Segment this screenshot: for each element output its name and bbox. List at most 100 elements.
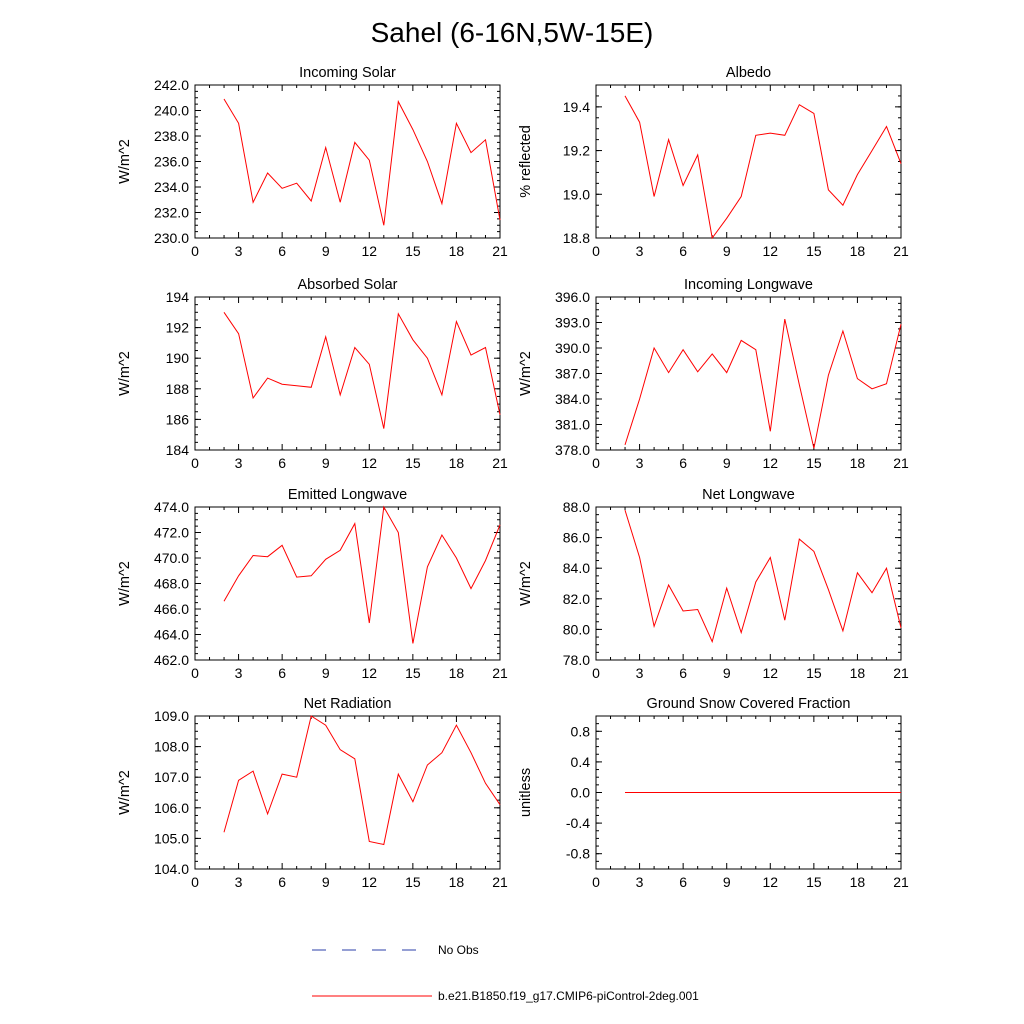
x-tick-label: 15 — [405, 455, 421, 471]
x-tick-label: 18 — [850, 874, 866, 890]
x-tick-label: 0 — [191, 455, 199, 471]
x-tick-label: 6 — [679, 243, 687, 259]
legend-label-no-obs: No Obs — [438, 943, 479, 957]
x-tick-label: 3 — [636, 243, 644, 259]
y-tick-label: 84.0 — [563, 560, 590, 576]
x-tick-label: 6 — [278, 665, 286, 681]
panel-absorbed-solar: 0 3 6 9 12 15 18 21 184 186 188 190 192 194 Absorbed S… — [117, 277, 508, 471]
series-line — [223, 98, 501, 226]
x-tick-label: 3 — [235, 665, 243, 681]
x-tick-label: 21 — [893, 874, 909, 890]
y-tick-label: 234.0 — [154, 179, 189, 195]
y-axis-label: W/m^2 — [117, 139, 133, 184]
panel-ground-snow-covered-fraction: 0 3 6 9 12 15 18 21 -0.8 -0.4 0.0 0.4 0.8 Ground Snow… — [518, 696, 909, 890]
y-tick-label: 108.0 — [154, 739, 189, 755]
x-tick-label: 0 — [592, 243, 600, 259]
x-tick-label: 6 — [278, 874, 286, 890]
panel-title: Incoming Solar — [299, 65, 396, 81]
panel-title: Ground Snow Covered Fraction — [647, 696, 851, 712]
panel-title: Albedo — [726, 65, 771, 81]
x-tick-label: 21 — [492, 665, 508, 681]
panel-title: Incoming Longwave — [684, 277, 813, 293]
y-tick-label: 0.4 — [571, 754, 591, 770]
plot-frame — [194, 715, 501, 870]
series-line — [223, 715, 501, 846]
y-tick-label: -0.8 — [566, 846, 590, 862]
y-tick-label: 236.0 — [154, 154, 189, 170]
y-axis-label: W/m^2 — [117, 351, 133, 396]
x-tick-label: 6 — [679, 665, 687, 681]
x-tick-label: 9 — [723, 243, 731, 259]
x-tick-label: 15 — [405, 665, 421, 681]
panel-title: Absorbed Solar — [298, 277, 398, 293]
y-tick-label: 107.0 — [154, 769, 189, 785]
x-tick-label: 0 — [592, 665, 600, 681]
y-tick-label: 470.0 — [154, 550, 189, 566]
y-tick-label: 230.0 — [154, 230, 189, 246]
y-tick-label: 80.0 — [563, 621, 590, 637]
y-tick-label: 188 — [166, 381, 190, 397]
y-tick-label: 19.0 — [563, 186, 590, 202]
plot-frame — [194, 506, 501, 661]
x-tick-label: 12 — [762, 874, 778, 890]
y-tick-label: 393.0 — [555, 315, 590, 331]
y-axis-label: W/m^2 — [117, 561, 133, 606]
x-tick-label: 0 — [592, 455, 600, 471]
y-tick-label: 18.8 — [563, 230, 590, 246]
plot-frame — [194, 84, 501, 239]
y-tick-label: 104.0 — [154, 861, 189, 877]
x-tick-label: 3 — [636, 455, 644, 471]
x-tick-label: 0 — [191, 874, 199, 890]
y-tick-label: 194 — [166, 289, 190, 305]
series-line — [624, 95, 902, 240]
x-tick-label: 18 — [449, 665, 465, 681]
y-tick-label: 86.0 — [563, 530, 590, 546]
y-tick-label: 0.8 — [571, 723, 591, 739]
y-tick-label: 378.0 — [555, 442, 590, 458]
x-tick-label: 12 — [762, 243, 778, 259]
x-tick-label: 15 — [806, 874, 822, 890]
panel-title: Net Radiation — [304, 696, 392, 712]
y-tick-label: -0.4 — [566, 815, 590, 831]
x-tick-label: 0 — [191, 665, 199, 681]
y-tick-label: 240.0 — [154, 103, 189, 119]
y-tick-label: 381.0 — [555, 417, 590, 433]
x-tick-label: 12 — [361, 874, 377, 890]
x-tick-label: 21 — [492, 243, 508, 259]
panel-albedo: 0 3 6 9 12 15 18 21 18.8 19.0 19.2 19.4 Albedo % refl… — [518, 65, 909, 259]
x-tick-label: 21 — [893, 243, 909, 259]
x-tick-label: 9 — [322, 243, 330, 259]
y-tick-label: 232.0 — [154, 205, 189, 221]
x-tick-label: 9 — [322, 455, 330, 471]
x-tick-label: 18 — [850, 455, 866, 471]
plot-frame — [595, 506, 902, 661]
x-tick-label: 15 — [405, 874, 421, 890]
x-tick-label: 15 — [405, 243, 421, 259]
y-tick-label: 462.0 — [154, 652, 189, 668]
x-tick-label: 21 — [893, 455, 909, 471]
y-tick-label: 19.2 — [563, 143, 590, 159]
x-tick-label: 3 — [235, 874, 243, 890]
x-tick-label: 0 — [592, 874, 600, 890]
y-tick-label: 238.0 — [154, 128, 189, 144]
y-tick-label: 468.0 — [154, 576, 189, 592]
x-tick-label: 12 — [361, 665, 377, 681]
y-axis-label: W/m^2 — [518, 351, 534, 396]
series-line — [223, 505, 501, 644]
x-tick-label: 15 — [806, 455, 822, 471]
y-tick-label: 78.0 — [563, 652, 590, 668]
x-tick-label: 6 — [278, 455, 286, 471]
x-tick-label: 9 — [322, 874, 330, 890]
y-tick-label: 82.0 — [563, 591, 590, 607]
x-tick-label: 6 — [679, 874, 687, 890]
x-tick-label: 12 — [361, 455, 377, 471]
y-tick-label: 242.0 — [154, 77, 189, 93]
x-tick-label: 9 — [322, 665, 330, 681]
x-tick-label: 12 — [762, 665, 778, 681]
figure-title: Sahel (6-16N,5W-15E) — [371, 17, 654, 48]
x-tick-label: 0 — [191, 243, 199, 259]
y-tick-label: 106.0 — [154, 800, 189, 816]
y-tick-label: 387.0 — [555, 366, 590, 382]
